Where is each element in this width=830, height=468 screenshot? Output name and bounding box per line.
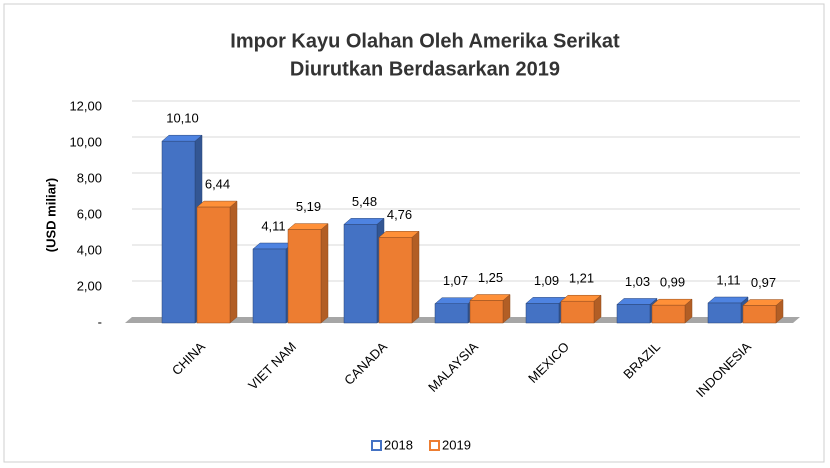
data-label: 1,25	[478, 270, 503, 285]
data-label: 0,97	[751, 275, 776, 290]
y-tick-label: -	[98, 314, 102, 329]
bar	[343, 224, 378, 324]
bar	[378, 237, 413, 324]
bar	[434, 303, 469, 324]
legend-swatch	[429, 440, 440, 451]
chart-title: Impor Kayu Olahan Oleh Amerika Serikat	[230, 30, 620, 52]
bar-top	[707, 296, 749, 304]
data-label: 1,07	[443, 273, 468, 288]
bar-top	[616, 298, 658, 305]
bar	[525, 303, 560, 324]
bar-side	[411, 230, 420, 324]
bar	[651, 304, 686, 324]
bar	[161, 140, 196, 324]
bar-top	[525, 297, 567, 304]
y-tick-label: 4,00	[77, 242, 102, 257]
bar-top	[161, 134, 203, 142]
bar	[287, 229, 322, 324]
chart-subtitle: Diurutkan Berdasarkan 2019	[290, 58, 560, 80]
data-label: 10,10	[166, 111, 199, 126]
bar-top	[378, 231, 420, 238]
bar-top	[651, 298, 693, 306]
bar	[252, 248, 287, 324]
data-label: 1,03	[625, 274, 650, 289]
y-axis-title: (USD miliar)	[43, 178, 58, 252]
legend-label: 2019	[442, 437, 471, 452]
y-tick-label: 8,00	[77, 170, 102, 185]
data-label: 4,76	[387, 207, 412, 222]
bar	[742, 305, 777, 324]
data-label: 5,19	[296, 199, 321, 214]
y-tick-label: 12,00	[69, 98, 102, 113]
bar-top	[287, 223, 329, 230]
data-label: 6,44	[205, 177, 230, 192]
bar	[616, 304, 651, 324]
data-label: 4,11	[261, 218, 285, 233]
legend-label: 2018	[384, 437, 413, 452]
data-label: 1,09	[534, 273, 559, 288]
bar	[196, 206, 231, 324]
y-tick-label: 2,00	[77, 278, 102, 293]
bar-top	[434, 297, 476, 304]
bar-top	[343, 218, 385, 225]
bar-top	[560, 294, 602, 302]
bar-side	[229, 200, 238, 324]
legend-swatch	[371, 440, 382, 451]
bar-top	[252, 242, 294, 250]
data-label: 5,48	[352, 194, 377, 209]
bar	[707, 302, 742, 324]
bar-top	[196, 200, 238, 208]
bar	[469, 300, 504, 324]
data-label: 0,99	[660, 275, 685, 290]
data-label: 1,21	[569, 271, 594, 286]
bar-top	[742, 299, 784, 306]
y-tick-label: 10,00	[69, 134, 102, 149]
y-tick-label: 6,00	[77, 206, 102, 221]
bar	[560, 300, 595, 324]
bar-side	[320, 223, 329, 324]
data-label: 1,11	[716, 272, 740, 287]
bar-top	[469, 294, 511, 301]
